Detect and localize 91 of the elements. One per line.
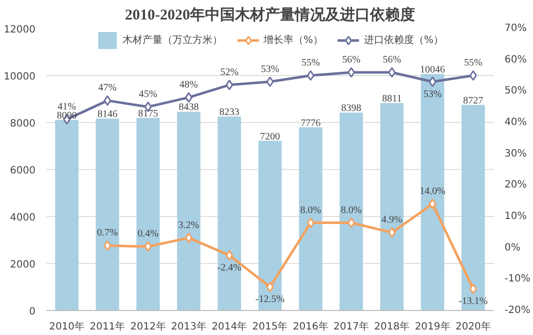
data-label: 55% bbox=[464, 58, 482, 68]
data-label: 56% bbox=[382, 54, 402, 66]
bar bbox=[340, 112, 363, 310]
data-label: 56% bbox=[342, 54, 360, 66]
point bbox=[226, 250, 234, 261]
data-label: 8438 bbox=[178, 102, 199, 114]
data-label: 41% bbox=[58, 101, 76, 112]
data-label: 8233 bbox=[219, 107, 240, 118]
point bbox=[469, 70, 477, 81]
data-label: 10046 bbox=[420, 64, 446, 76]
point bbox=[184, 232, 192, 244]
legend-label: 进口依赖度（%） bbox=[364, 34, 444, 47]
point bbox=[104, 240, 112, 251]
data-label: 0.4% bbox=[138, 228, 159, 240]
data-label: -13.1% bbox=[458, 296, 488, 307]
y-tick-label: 2000 bbox=[10, 260, 36, 270]
x-tick-label: 2012年 bbox=[130, 320, 166, 332]
data-label: 8175 bbox=[138, 108, 158, 120]
y2-tick-label: -10% bbox=[504, 274, 530, 285]
data-label: 4.9% bbox=[381, 214, 402, 226]
bar bbox=[420, 74, 444, 310]
y-tick-label: 8000 bbox=[10, 118, 36, 130]
legend-label: 木材产量（万立方米） bbox=[122, 34, 222, 47]
x-tick-label: 2013年 bbox=[171, 320, 206, 332]
x-tick-label: 2011年 bbox=[90, 320, 126, 332]
point bbox=[388, 227, 396, 238]
point bbox=[104, 95, 112, 106]
y-tick-label: 6000 bbox=[10, 166, 36, 176]
data-label: 7776 bbox=[300, 118, 321, 129]
data-label: 53% bbox=[260, 64, 280, 75]
y2-tick-label: 0% bbox=[504, 242, 520, 254]
point bbox=[266, 76, 274, 88]
point bbox=[348, 218, 356, 228]
y2-tick-label: 30% bbox=[504, 148, 527, 160]
data-label: 48% bbox=[180, 79, 198, 90]
bar bbox=[298, 127, 322, 310]
data-label: 45% bbox=[138, 88, 158, 100]
data-label: 8146 bbox=[97, 109, 118, 120]
x-tick-label: 2019年 bbox=[414, 320, 450, 332]
x-tick-label: 2015年 bbox=[252, 320, 288, 332]
x-tick-label: 2014年 bbox=[212, 320, 248, 332]
bar bbox=[96, 118, 120, 310]
point bbox=[144, 241, 152, 252]
y-tick-label: 0 bbox=[29, 306, 36, 318]
point bbox=[306, 218, 314, 228]
y-tick-label: 12000 bbox=[4, 24, 36, 36]
data-label: 8398 bbox=[341, 103, 362, 114]
y-tick-label: 4000 bbox=[10, 212, 36, 224]
point bbox=[348, 67, 356, 78]
chart-title: 2010-2020年中国木材产量情况及进口依赖度 bbox=[125, 6, 415, 24]
bar bbox=[218, 116, 242, 310]
data-label: 47% bbox=[98, 82, 117, 94]
point bbox=[469, 284, 477, 294]
data-label: 8.0% bbox=[340, 204, 362, 216]
data-label: 52% bbox=[220, 66, 239, 78]
y2-tick-label: -20% bbox=[504, 305, 530, 316]
x-tick-label: 2010年 bbox=[49, 320, 85, 332]
bar bbox=[177, 112, 200, 310]
point bbox=[388, 67, 396, 78]
point bbox=[266, 282, 274, 292]
x-tick-label: 2017年 bbox=[334, 320, 369, 332]
y2-tick-label: 20% bbox=[504, 180, 527, 191]
x-tick-label: 2018年 bbox=[374, 320, 410, 332]
bar bbox=[380, 102, 404, 310]
data-label: 8811 bbox=[382, 93, 402, 104]
data-label: 0.7% bbox=[97, 228, 118, 239]
point bbox=[226, 80, 234, 90]
y-tick-label: 10000 bbox=[4, 72, 36, 82]
point bbox=[428, 198, 436, 210]
y2-tick-label: 60% bbox=[504, 54, 527, 66]
y2-tick-label: 10% bbox=[504, 211, 527, 222]
legend-label: 增长率（%） bbox=[263, 34, 323, 47]
data-label: 55% bbox=[301, 58, 320, 68]
data-label: 3.2% bbox=[178, 220, 200, 231]
x-tick-label: 2020年 bbox=[455, 320, 491, 332]
bar bbox=[136, 118, 160, 310]
y2-tick-label: 40% bbox=[504, 117, 527, 128]
x-tick-label: 2016年 bbox=[292, 320, 328, 332]
data-label: 8727 bbox=[463, 95, 484, 106]
data-label: 53% bbox=[423, 88, 442, 100]
data-label: -2.4% bbox=[217, 262, 242, 274]
y2-tick-label: 50% bbox=[504, 86, 527, 97]
point bbox=[306, 70, 314, 81]
bar bbox=[55, 120, 78, 310]
point bbox=[428, 76, 436, 88]
point bbox=[184, 92, 192, 103]
data-label: 14.0% bbox=[420, 186, 446, 197]
data-label: 8.0% bbox=[300, 204, 322, 216]
data-label: -12.5% bbox=[255, 294, 285, 305]
data-label: 7200 bbox=[260, 131, 280, 142]
y2-tick-label: 70% bbox=[504, 23, 527, 34]
